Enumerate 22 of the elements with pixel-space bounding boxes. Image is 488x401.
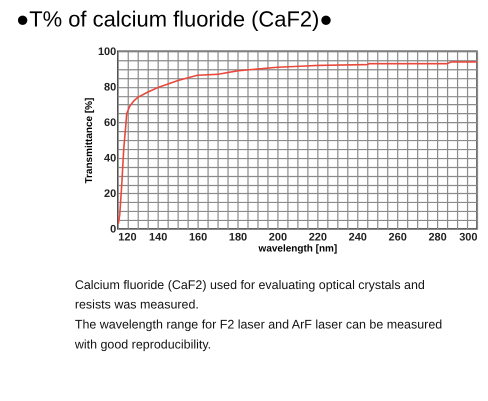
y-tick-label: 60 xyxy=(104,116,116,129)
y-tick-label: 40 xyxy=(104,152,116,164)
x-tick-label: 260 xyxy=(388,231,407,244)
y-axis-title: Transmittance [%] xyxy=(84,98,95,184)
y-tick-label: 0 xyxy=(110,223,116,236)
y-tick-label: 20 xyxy=(104,188,116,200)
x-tick-label: 220 xyxy=(308,231,328,244)
x-tick-label: 140 xyxy=(149,231,168,244)
x-axis-title: wavelength [nm] xyxy=(258,243,338,254)
x-tick-label: 300 xyxy=(459,231,478,244)
text: The wavelength range for F2 laser and ArF laser can be measured with good reproducibility. xyxy=(74,318,442,352)
x-tick-label: 240 xyxy=(348,231,367,244)
line-series xyxy=(118,61,478,224)
y-tick-label: 80 xyxy=(104,81,116,94)
y-tick-label: 100 xyxy=(98,46,116,58)
x-tick-label: 120 xyxy=(118,231,137,244)
x-tick-label: 200 xyxy=(268,231,288,244)
x-tick-label: 180 xyxy=(228,231,248,244)
text: Calcium fluoride (CaF2) used for evaluating optical crystals and resists was measured. xyxy=(74,278,425,312)
x-tick-label: 280 xyxy=(428,231,447,244)
chart-title: ●T% of calcium fluoride (CaF2)● xyxy=(16,6,333,32)
x-tick-label: 160 xyxy=(188,231,208,244)
